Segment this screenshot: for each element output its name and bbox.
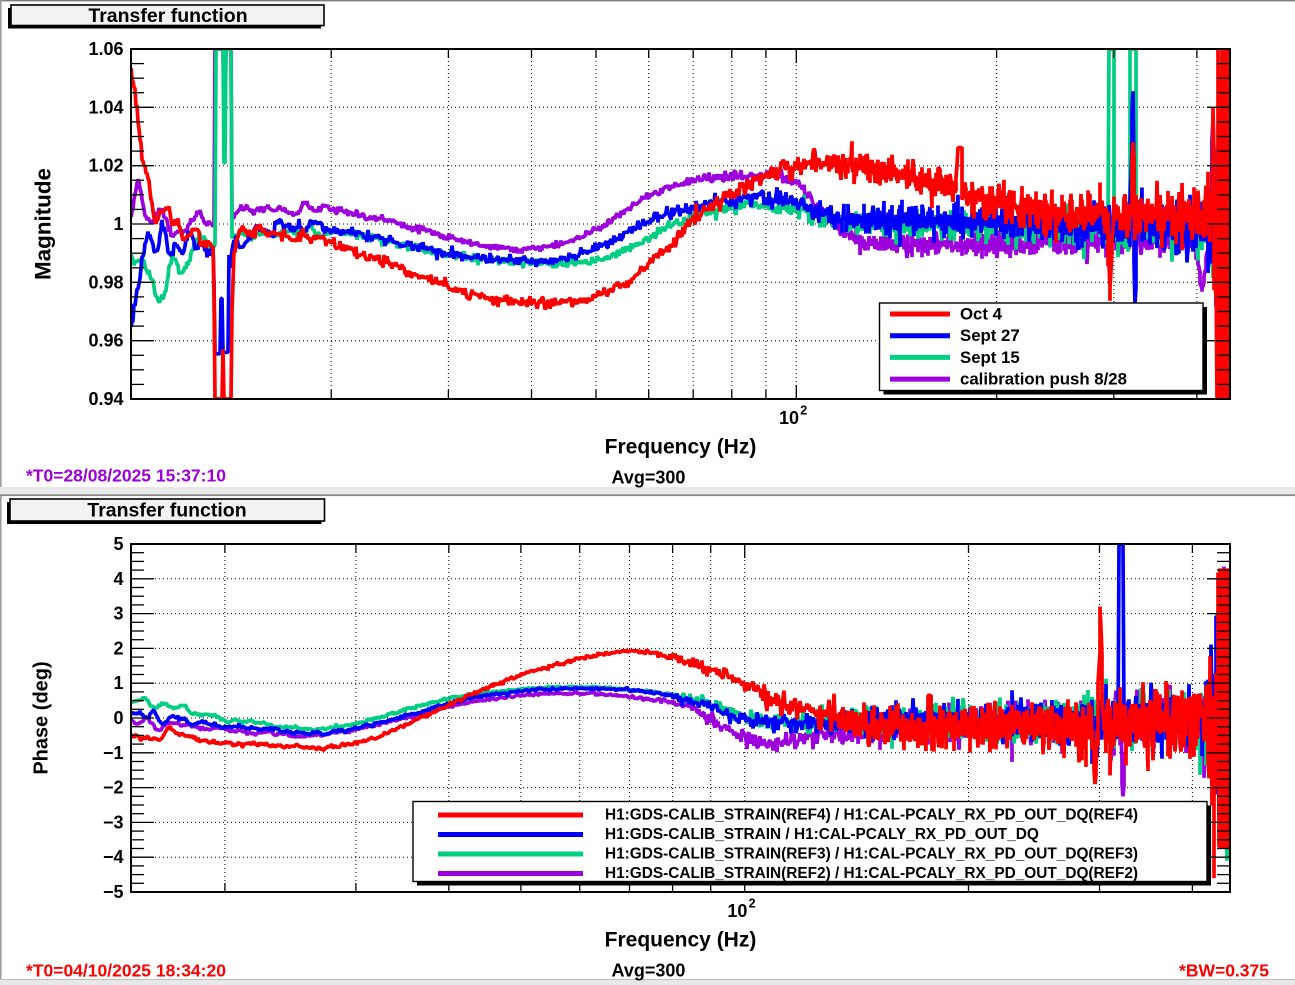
svg-text:2: 2 bbox=[113, 638, 123, 658]
svg-text:0.94: 0.94 bbox=[88, 389, 123, 409]
svg-text:−2: −2 bbox=[103, 778, 124, 798]
svg-text:1: 1 bbox=[113, 214, 123, 234]
svg-text:Sept 15: Sept 15 bbox=[960, 348, 1020, 367]
svg-text:10: 10 bbox=[779, 408, 799, 428]
svg-text:0.98: 0.98 bbox=[88, 272, 123, 292]
svg-text:Transfer function: Transfer function bbox=[87, 500, 246, 522]
svg-text:Avg=300: Avg=300 bbox=[612, 468, 686, 488]
svg-text:3: 3 bbox=[113, 604, 123, 624]
svg-text:4: 4 bbox=[113, 569, 123, 589]
svg-text:H1:GDS-CALIB_STRAIN(REF4) / H1: H1:GDS-CALIB_STRAIN(REF4) / H1:CAL-PCALY… bbox=[605, 807, 1138, 824]
svg-text:Frequency (Hz): Frequency (Hz) bbox=[605, 436, 757, 459]
svg-text:2: 2 bbox=[800, 404, 807, 418]
svg-text:2: 2 bbox=[749, 897, 756, 911]
svg-text:10: 10 bbox=[727, 901, 747, 921]
svg-text:Sept 27: Sept 27 bbox=[960, 326, 1020, 345]
svg-text:calibration push 8/28: calibration push 8/28 bbox=[960, 370, 1127, 389]
svg-text:*T0=04/10/2025 18:34:20: *T0=04/10/2025 18:34:20 bbox=[26, 961, 226, 981]
svg-text:*BW=0.375: *BW=0.375 bbox=[1179, 961, 1269, 981]
svg-text:Magnitude: Magnitude bbox=[31, 168, 56, 280]
svg-text:5: 5 bbox=[113, 534, 123, 554]
svg-text:H1:GDS-CALIB_STRAIN(REF2) / H1: H1:GDS-CALIB_STRAIN(REF2) / H1:CAL-PCALY… bbox=[605, 865, 1138, 882]
svg-text:H1:GDS-CALIB_STRAIN(REF3) / H1: H1:GDS-CALIB_STRAIN(REF3) / H1:CAL-PCALY… bbox=[605, 846, 1138, 863]
svg-text:0.96: 0.96 bbox=[88, 331, 123, 351]
svg-text:*T0=28/08/2025 15:37:10: *T0=28/08/2025 15:37:10 bbox=[26, 466, 226, 486]
svg-text:H1:GDS-CALIB_STRAIN / H1:CAL-P: H1:GDS-CALIB_STRAIN / H1:CAL-PCALY_RX_PD… bbox=[605, 826, 1039, 843]
svg-text:Transfer function: Transfer function bbox=[88, 5, 247, 27]
svg-text:−3: −3 bbox=[103, 812, 124, 832]
svg-text:1.06: 1.06 bbox=[88, 39, 123, 59]
svg-text:Phase (deg): Phase (deg) bbox=[31, 661, 53, 774]
svg-text:−1: −1 bbox=[103, 743, 124, 763]
svg-text:−4: −4 bbox=[103, 847, 124, 867]
svg-text:1: 1 bbox=[113, 673, 123, 693]
svg-text:Oct 4: Oct 4 bbox=[960, 305, 1003, 324]
svg-text:1.04: 1.04 bbox=[88, 97, 123, 117]
svg-text:Frequency (Hz): Frequency (Hz) bbox=[605, 929, 757, 952]
svg-text:−5: −5 bbox=[103, 882, 124, 902]
svg-text:Avg=300: Avg=300 bbox=[612, 961, 686, 981]
svg-text:0: 0 bbox=[113, 708, 123, 728]
svg-text:1.02: 1.02 bbox=[88, 156, 123, 176]
